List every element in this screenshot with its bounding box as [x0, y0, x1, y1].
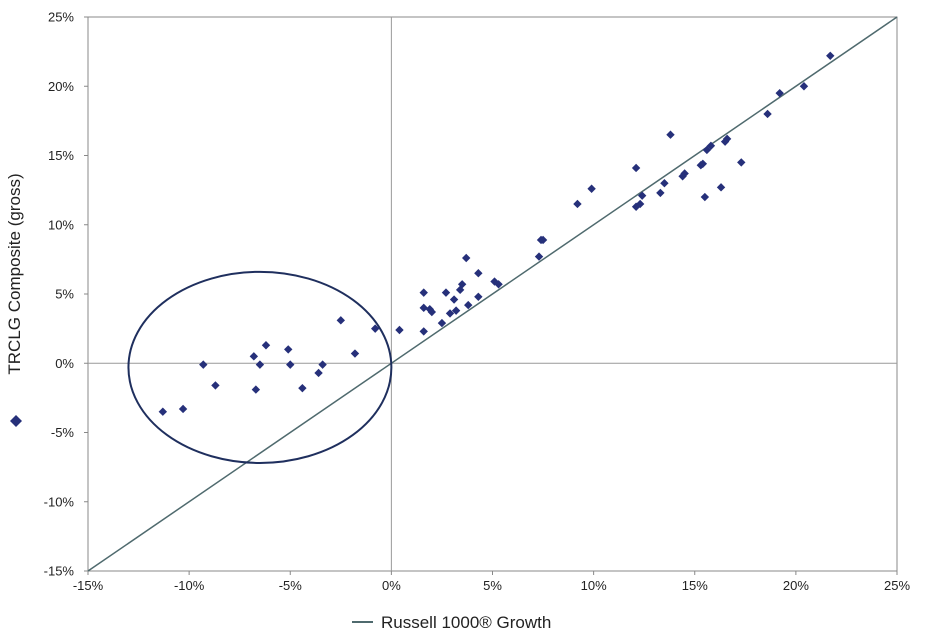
y-axis-title-group: TRCLG Composite (gross) — [5, 173, 24, 427]
x-tick-label: 20% — [783, 578, 809, 593]
reference-line — [87, 16, 898, 572]
data-point — [251, 385, 261, 394]
x-tick-label: 15% — [682, 578, 708, 593]
data-point — [660, 179, 669, 188]
data-point — [261, 341, 271, 350]
data-point — [286, 360, 295, 369]
data-point — [700, 192, 710, 202]
data-point — [637, 191, 647, 200]
x-tick-label: 5% — [483, 578, 502, 593]
data-point — [631, 163, 641, 173]
data-point — [474, 269, 483, 278]
data-point — [573, 199, 582, 209]
data-point — [178, 404, 188, 414]
data-point — [462, 253, 471, 263]
data-point — [587, 184, 596, 193]
data-point — [666, 130, 675, 139]
data-point — [255, 360, 265, 369]
data-point — [336, 316, 346, 325]
data-point — [318, 360, 327, 369]
data-point — [419, 288, 428, 297]
y-tick-label: -10% — [44, 494, 75, 509]
y-tick-label: -15% — [44, 564, 75, 579]
data-point — [395, 325, 404, 335]
data-point — [538, 235, 548, 245]
data-point — [763, 109, 772, 119]
y-tick-label: 25% — [48, 10, 74, 25]
data-point — [698, 159, 708, 169]
y-tick-label: 20% — [48, 79, 74, 94]
data-point — [314, 368, 323, 378]
data-point — [656, 188, 665, 198]
data-point — [445, 309, 455, 318]
data-point — [284, 345, 293, 354]
data-point — [534, 252, 544, 261]
data-point — [437, 318, 447, 328]
y-tick-label: 5% — [55, 287, 74, 302]
data-point — [298, 383, 307, 393]
data-point — [211, 381, 220, 390]
data-point — [722, 134, 732, 144]
y-tick-label: 15% — [48, 148, 74, 163]
x-axis-title-group: Russell 1000® Growth — [352, 613, 551, 632]
y-tick-label: 10% — [48, 217, 74, 232]
data-point — [631, 202, 641, 211]
y-axis-title: TRCLG Composite (gross) — [5, 173, 24, 374]
data-point — [451, 306, 461, 315]
y-tick-label: 0% — [55, 356, 74, 371]
x-axis-title: Russell 1000® Growth — [381, 613, 551, 632]
x-tick-label: 25% — [884, 578, 910, 593]
data-point — [775, 88, 784, 98]
data-point — [826, 51, 835, 60]
x-tick-label: -5% — [279, 578, 303, 593]
y-tick-label: -5% — [51, 425, 75, 440]
data-point — [370, 324, 380, 333]
data-point — [158, 407, 168, 416]
data-point — [419, 327, 428, 336]
x-tick-label: -15% — [73, 578, 104, 593]
data-point — [716, 183, 726, 192]
x-tick-label: 0% — [382, 578, 401, 593]
data-point — [350, 349, 360, 358]
data-point — [249, 352, 259, 361]
data-point — [457, 280, 467, 289]
series-legend-diamond-icon — [10, 415, 22, 427]
x-tick-label: -10% — [174, 578, 205, 593]
data-point — [441, 288, 451, 297]
data-point — [449, 295, 459, 304]
data-point — [474, 292, 483, 301]
data-point — [419, 303, 428, 313]
data-point — [737, 158, 746, 167]
data-point — [427, 307, 437, 317]
data-point — [799, 82, 809, 91]
data-point — [199, 360, 208, 369]
data-point — [635, 199, 645, 209]
x-tick-label: 10% — [581, 578, 607, 593]
data-point — [464, 300, 473, 310]
highlight-ellipse — [127, 270, 393, 464]
data-point — [494, 280, 503, 289]
data-point — [706, 141, 716, 151]
data-point — [680, 169, 689, 178]
